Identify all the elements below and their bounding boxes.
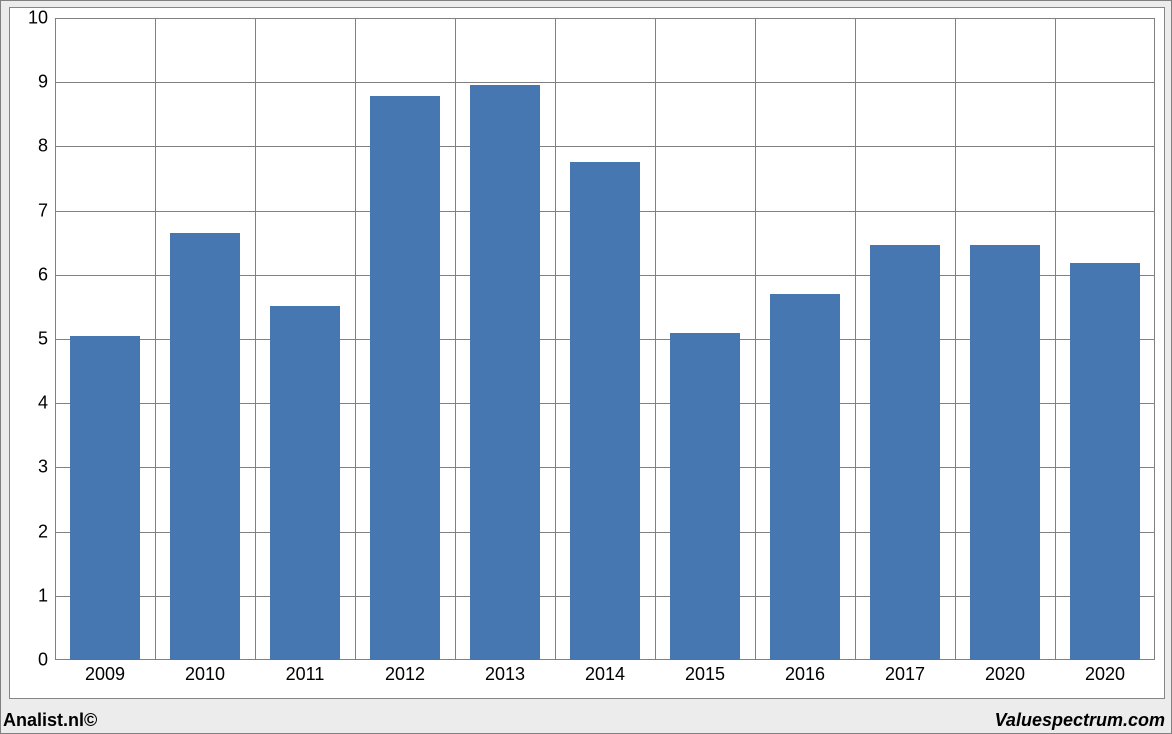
y-axis-label: 2 [8, 521, 48, 542]
x-axis-label: 2020 [985, 664, 1025, 685]
gridline-horizontal [55, 82, 1155, 83]
x-axis-label: 2016 [785, 664, 825, 685]
footer-right-label: Valuespectrum.com [995, 710, 1165, 731]
x-axis-label: 2012 [385, 664, 425, 685]
y-axis-label: 3 [8, 457, 48, 478]
bar [270, 306, 340, 660]
bar [170, 233, 240, 660]
bar [870, 245, 940, 660]
bar [70, 336, 140, 660]
x-axis-label: 2013 [485, 664, 525, 685]
x-axis-label: 2015 [685, 664, 725, 685]
x-axis-label: 2017 [885, 664, 925, 685]
plot-frame: 0 1 2 3 4 5 6 7 8 9 10 2009 2010 2011 2012 2013 2014 201… [9, 7, 1165, 699]
bar [370, 96, 440, 660]
x-axis-label: 2020 [1085, 664, 1125, 685]
x-axis-label: 2009 [85, 664, 125, 685]
y-axis-label: 8 [8, 136, 48, 157]
gridline-horizontal [55, 146, 1155, 147]
plot-area [55, 18, 1155, 660]
bar [470, 85, 540, 660]
y-axis-label: 1 [8, 585, 48, 606]
y-axis-label: 10 [8, 8, 48, 29]
y-axis-label: 7 [8, 200, 48, 221]
chart-container: 0 1 2 3 4 5 6 7 8 9 10 2009 2010 2011 2012 2013 2014 201… [0, 0, 1172, 734]
y-axis-label: 4 [8, 393, 48, 414]
bar [1070, 263, 1140, 660]
y-axis-label: 5 [8, 329, 48, 350]
x-axis-label: 2010 [185, 664, 225, 685]
y-axis-label: 9 [8, 72, 48, 93]
bar [570, 162, 640, 660]
bar [670, 333, 740, 660]
footer-left-label: Analist.nl© [3, 710, 97, 731]
y-axis-label: 6 [8, 264, 48, 285]
bar [770, 294, 840, 660]
gridline-horizontal [55, 18, 1155, 19]
x-axis-label: 2011 [286, 664, 325, 685]
x-axis-label: 2014 [585, 664, 625, 685]
bar [970, 245, 1040, 660]
y-axis-label: 0 [8, 650, 48, 671]
